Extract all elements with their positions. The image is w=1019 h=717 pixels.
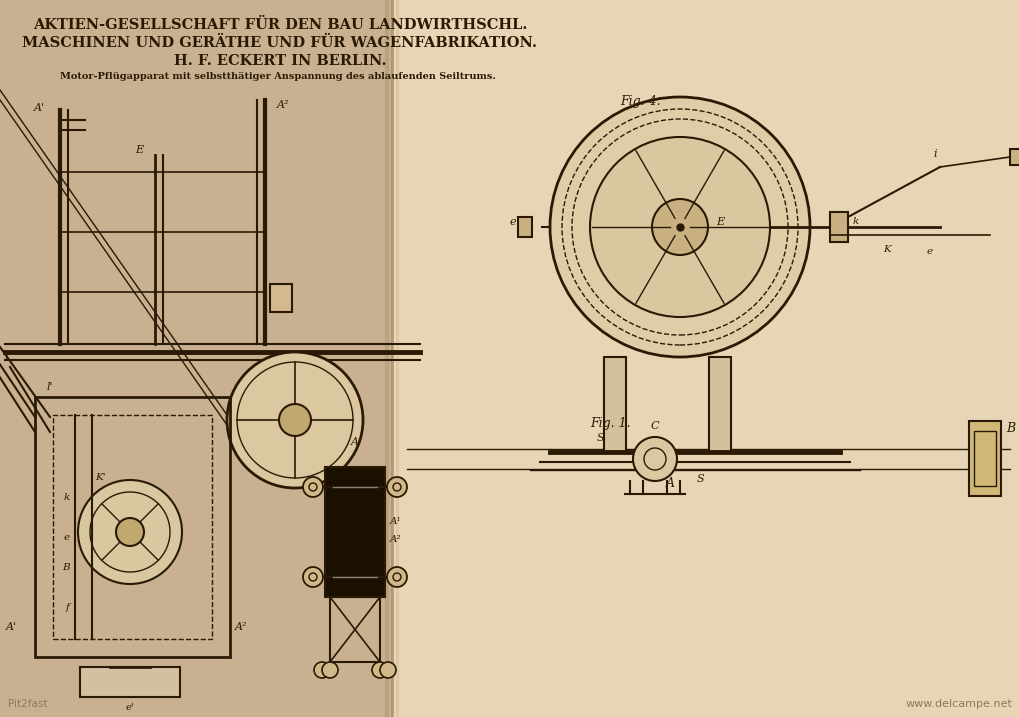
Text: A¹: A¹ [389, 518, 401, 526]
Text: A²: A² [389, 536, 401, 544]
Text: MASCHINEN UND GERÄTHE UND FÜR WAGENFABRIKATION.: MASCHINEN UND GERÄTHE UND FÜR WAGENFABRI… [22, 36, 537, 50]
Circle shape [303, 477, 323, 497]
Circle shape [589, 137, 769, 317]
Circle shape [279, 404, 311, 436]
Bar [0, 0, 391, 717]
Circle shape [372, 662, 387, 678]
Text: Fig. 1.: Fig. 1. [589, 417, 630, 430]
Text: Fig. 4.: Fig. 4. [620, 95, 660, 108]
Circle shape [303, 567, 323, 587]
Circle shape [386, 567, 407, 587]
Bar [391, 0, 1019, 717]
Text: A: A [664, 477, 674, 490]
Bar [325, 467, 384, 597]
Text: B: B [62, 563, 70, 571]
Text: l': l' [47, 382, 53, 392]
Circle shape [322, 662, 337, 678]
Bar [1009, 149, 1019, 165]
Text: f: f [66, 602, 70, 612]
Text: e': e' [125, 703, 135, 711]
Text: AKTIEN-GESELLSCHAFT FÜR DEN BAU LANDWIRTHSCHL.: AKTIEN-GESELLSCHAFT FÜR DEN BAU LANDWIRT… [33, 18, 527, 32]
Text: A²: A² [277, 100, 289, 110]
Text: www.delcampe.net: www.delcampe.net [904, 699, 1011, 709]
Text: H. F. ECKERT IN BERLIN.: H. F. ECKERT IN BERLIN. [173, 54, 386, 68]
Text: S: S [696, 474, 703, 484]
Text: e: e [926, 247, 932, 256]
Bar [79, 667, 179, 697]
Text: A': A' [6, 622, 17, 632]
Bar [270, 284, 291, 312]
Text: E: E [715, 217, 723, 227]
Text: B: B [1005, 422, 1014, 435]
Circle shape [227, 352, 363, 488]
Text: A: A [351, 437, 359, 447]
Text: Motor-Pflügapparat mit selbstthätiger Anspannung des ablaufenden Seiltrums.: Motor-Pflügapparat mit selbstthätiger An… [60, 72, 495, 81]
Text: e: e [508, 217, 516, 227]
Bar [603, 357, 626, 452]
Circle shape [380, 662, 395, 678]
Bar [35, 397, 229, 657]
Bar [708, 357, 731, 452]
Bar [518, 217, 532, 237]
Circle shape [116, 518, 144, 546]
Bar [330, 597, 380, 662]
Text: E: E [135, 145, 143, 155]
Circle shape [651, 199, 707, 255]
Text: C: C [650, 421, 658, 431]
Text: S: S [595, 433, 603, 443]
Text: i: i [932, 149, 935, 159]
Text: k: k [852, 217, 858, 227]
Text: Pit2fast: Pit2fast [8, 699, 48, 709]
Text: e: e [64, 533, 70, 541]
Bar [53, 415, 212, 639]
Text: i': i' [5, 352, 11, 362]
Bar [829, 212, 847, 242]
Circle shape [633, 437, 677, 481]
Text: K': K' [95, 473, 106, 482]
Circle shape [386, 477, 407, 497]
Text: K: K [882, 245, 890, 254]
Circle shape [549, 97, 809, 357]
Circle shape [314, 662, 330, 678]
Text: k: k [63, 493, 70, 501]
Bar [973, 431, 995, 486]
Text: A²: A² [234, 622, 248, 632]
Bar [968, 421, 1000, 496]
Text: A': A' [34, 103, 45, 113]
Circle shape [77, 480, 181, 584]
